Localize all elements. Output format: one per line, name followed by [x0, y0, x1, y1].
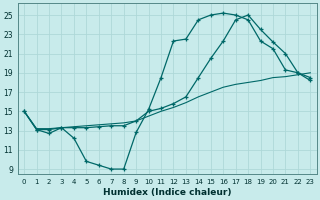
X-axis label: Humidex (Indice chaleur): Humidex (Indice chaleur): [103, 188, 231, 197]
